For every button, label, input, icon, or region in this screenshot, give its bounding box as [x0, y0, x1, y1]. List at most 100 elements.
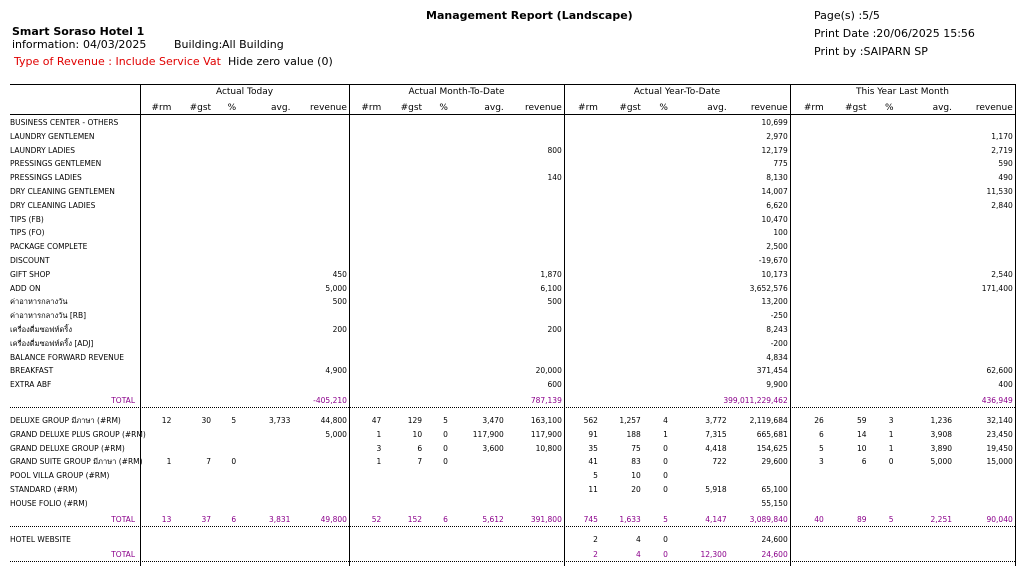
cell-value: 3,652,576 [749, 283, 788, 293]
page-number: Page(s) :5/5 [814, 9, 880, 22]
cell-value: 14 [856, 429, 867, 439]
cell-value: 5,000 [325, 283, 347, 293]
cell-value: 4 [636, 534, 641, 544]
column-divider [1015, 84, 1016, 566]
cell-value: 13 [161, 514, 172, 524]
cell-value: 10,699 [761, 118, 788, 127]
cell-value: 5,000 [325, 429, 347, 439]
cell-value: 500 [547, 297, 562, 307]
column-divider [140, 84, 141, 566]
cell-value: 20 [631, 485, 641, 494]
cell-value: 140 [547, 173, 562, 183]
group-header: Actual Month-To-Date [408, 87, 505, 97]
sub-header: #rm [361, 103, 382, 113]
total-label: TOTAL [111, 396, 135, 405]
row-label: DELUXE GROUP มีภาษา (#RM) [10, 416, 121, 425]
cell-value: 800 [547, 145, 562, 155]
cell-value: 745 [583, 514, 598, 524]
cell-value: 4,147 [705, 514, 727, 524]
cell-value: 10 [856, 443, 867, 453]
cell-value: 154,625 [756, 443, 788, 453]
cell-value: 5,918 [705, 485, 727, 494]
cell-value: 6,620 [766, 200, 788, 210]
cell-value: 37 [201, 514, 212, 524]
column-divider [790, 84, 791, 566]
cell-value: 7 [417, 457, 423, 467]
cell-value: -200 [770, 338, 788, 348]
cell-value: 2,500 [766, 242, 788, 252]
building: All Building [222, 38, 284, 51]
cell-value: 90,040 [986, 514, 1013, 524]
cell-value: 6,100 [540, 283, 562, 293]
cell-value: 100 [773, 228, 788, 238]
cell-value: 35 [588, 443, 598, 453]
cell-value: 10,173 [761, 269, 788, 279]
sub-header: % [884, 103, 894, 113]
row-label: EXTRA ABF [10, 380, 52, 390]
cell-value: 29,600 [761, 457, 788, 467]
cell-value: 26 [814, 416, 824, 425]
cell-value: 3 [888, 416, 894, 425]
cell-value: 3,772 [705, 416, 727, 425]
cell-value: 1 [376, 457, 382, 467]
cell-value: 1,170 [991, 131, 1013, 141]
cell-value: 5 [818, 443, 824, 453]
cell-value: 6 [861, 457, 867, 467]
cell-value: 5 [888, 514, 894, 524]
cell-value: 9,900 [766, 380, 788, 390]
cell-value: 10,470 [761, 214, 788, 224]
cell-value: 23,450 [986, 429, 1013, 439]
cell-value: 14,007 [761, 187, 788, 196]
cell-value: 3,831 [268, 514, 291, 524]
cell-value: -250 [770, 311, 788, 321]
group-header: Actual Year-To-Date [633, 87, 721, 97]
cell-value: 787,139 [530, 396, 562, 405]
sub-header: #gst [189, 103, 212, 113]
sub-header: revenue [310, 103, 347, 113]
row-label: เครื่องดื่มซอฟท์ดริ้ง [10, 325, 72, 334]
cell-value: 3 [376, 443, 382, 453]
cell-value: 2,719 [991, 145, 1013, 155]
cell-value: 5 [231, 416, 237, 425]
cell-value: 52 [371, 514, 382, 524]
sub-header: % [659, 103, 668, 113]
cell-value: 5 [443, 416, 448, 425]
row-label: TIPS (FB) [10, 214, 44, 224]
total-label: TOTAL [111, 514, 135, 524]
sub-header: avg. [932, 103, 952, 113]
header-bottom-line [10, 114, 1015, 115]
cell-value: 0 [663, 485, 668, 494]
cell-value: 2,540 [991, 269, 1013, 279]
sub-header: % [439, 103, 448, 113]
row-label: ค่าอาหารกลางวัน [RB] [10, 311, 87, 321]
cell-value: 24,600 [761, 550, 788, 560]
cell-value: 5,000 [930, 457, 952, 467]
section-separator [10, 525, 1015, 527]
cell-value: 2,840 [991, 200, 1013, 210]
cell-value: 7,315 [705, 429, 727, 439]
sub-header: avg. [271, 103, 291, 113]
cell-value: 3 [818, 457, 824, 467]
cell-value: 129 [407, 416, 423, 425]
cell-value: 0 [663, 443, 668, 453]
cell-value: 163,100 [530, 416, 562, 425]
cell-value: 2,119,684 [749, 416, 788, 425]
cell-value: 2,251 [930, 514, 952, 524]
cell-value: 12,179 [761, 145, 788, 155]
cell-value: 1 [376, 429, 382, 439]
row-label: ค่าอาหารกลางวัน [10, 297, 68, 307]
cell-value: 117,900 [472, 429, 504, 439]
cell-value: 1,870 [540, 269, 562, 279]
column-divider [564, 84, 565, 566]
sub-header: revenue [524, 103, 562, 113]
cell-value: 0 [663, 471, 668, 481]
cell-value: 47 [371, 416, 382, 425]
section-separator [10, 561, 1015, 563]
cell-value: 5 [593, 471, 598, 481]
row-label: POOL VILLA GROUP (#RM) [10, 471, 110, 481]
sub-header: #gst [619, 103, 641, 113]
cell-value: 6 [818, 429, 824, 439]
cell-value: 13,200 [761, 297, 788, 307]
sub-header: revenue [750, 103, 788, 113]
